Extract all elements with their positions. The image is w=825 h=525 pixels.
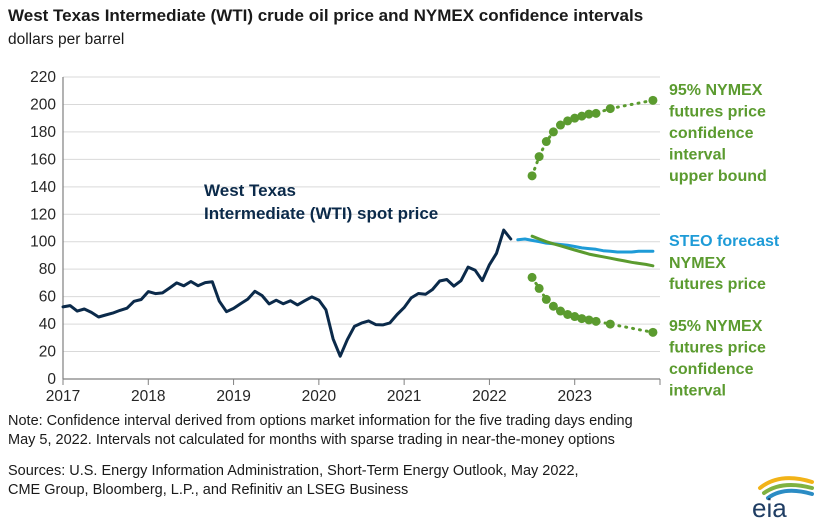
series-marker-4 xyxy=(577,314,587,324)
series-marker-4 xyxy=(570,312,580,322)
lower-bound-annotation: 95% NYMEX futures price confidence interval xyxy=(669,318,766,400)
x-tick-label: 2019 xyxy=(216,388,250,405)
series-marker-4 xyxy=(605,319,615,329)
series-marker-4 xyxy=(648,327,658,337)
y-tick-label: 140 xyxy=(30,179,56,196)
y-tick-label: 220 xyxy=(30,69,56,86)
upper-bound-annotation: 95% NYMEX futures price confidence interval… xyxy=(669,82,767,185)
chart-plot: 0 20 40 60 80 100 120 140 160 180 200 220 2017 2018 20… xyxy=(30,69,780,405)
series-marker-3 xyxy=(548,127,558,137)
y-tick-label: 80 xyxy=(39,261,57,278)
nymex-annotation-line: NYMEX xyxy=(669,255,726,272)
series-marker-4 xyxy=(584,315,594,325)
nymex-annotation: NYMEX futures price xyxy=(669,255,766,293)
chart-sources: Sources: U.S. Energy Information Adminis… xyxy=(8,462,708,500)
lower-bound-annotation-line: confidence xyxy=(669,361,754,378)
chart-subtitle: dollars per barrel xyxy=(8,31,125,48)
upper-bound-annotation-line: upper bound xyxy=(669,168,767,185)
note-line-1: Note: Confidence interval derived from o… xyxy=(8,413,633,429)
nymex-annotation-line: futures price xyxy=(669,276,766,293)
series-marker-3 xyxy=(570,113,580,123)
series-marker-3 xyxy=(577,111,587,121)
y-tick-label: 20 xyxy=(39,344,57,361)
upper-bound-annotation-line: interval xyxy=(669,147,726,164)
series-marker-3 xyxy=(527,171,537,181)
x-tick-label: 2017 xyxy=(46,388,80,405)
upper-bound-annotation-line: futures price xyxy=(669,104,766,121)
wti-annotation: West Texas Intermediate (WTI) spot price xyxy=(204,181,438,223)
sources-line-2: CME Group, Bloomberg, L.P., and Refiniti… xyxy=(8,482,409,498)
y-tick-label: 0 xyxy=(47,371,56,388)
x-tick-label: 2023 xyxy=(557,388,591,405)
chart-title: West Texas Intermediate (WTI) crude oil … xyxy=(8,6,644,25)
y-tick-label: 40 xyxy=(39,316,57,333)
series-marker-3 xyxy=(605,104,615,114)
series-marker-3 xyxy=(541,137,551,147)
x-tick-label: 2020 xyxy=(302,388,337,405)
chart-note: Note: Confidence interval derived from o… xyxy=(8,412,748,450)
y-tick-label: 160 xyxy=(30,151,56,168)
series-marker-4 xyxy=(591,316,601,326)
steo-annotation: STEO forecast xyxy=(669,233,780,250)
series-marker-3 xyxy=(563,116,573,126)
upper-bound-annotation-line: confidence xyxy=(669,125,754,142)
series-line-0 xyxy=(61,228,513,358)
series-marker-4 xyxy=(541,294,551,304)
y-tick-label: 100 xyxy=(30,234,56,251)
y-tick-label: 180 xyxy=(30,124,56,141)
y-tick-label: 120 xyxy=(30,206,56,223)
lower-bound-annotation-line: interval xyxy=(669,383,726,400)
series-line-1 xyxy=(516,237,655,254)
wti-annotation-line: West Texas xyxy=(204,181,296,200)
upper-bound-annotation-line: 95% NYMEX xyxy=(669,82,763,99)
series-marker-3 xyxy=(591,108,601,118)
eia-logo: eia xyxy=(752,476,814,520)
series-marker-4 xyxy=(527,272,537,282)
series-marker-3 xyxy=(534,152,544,162)
x-tick-label: 2021 xyxy=(387,388,421,405)
steo-annotation-line: STEO forecast xyxy=(669,233,780,250)
series-marker-4 xyxy=(555,306,565,316)
series-marker-3 xyxy=(555,120,565,130)
series-marker-3 xyxy=(584,109,594,119)
lower-bound-annotation-line: 95% NYMEX xyxy=(669,318,763,335)
y-tick-label: 60 xyxy=(39,289,57,306)
x-tick-label: 2022 xyxy=(472,388,506,405)
eia-logo-text: eia xyxy=(752,493,787,520)
series-marker-3 xyxy=(648,95,658,105)
lower-bound-annotation-line: futures price xyxy=(669,340,766,357)
x-tick-label: 2018 xyxy=(131,388,165,405)
series-line-2 xyxy=(530,234,655,268)
series-marker-4 xyxy=(534,283,544,293)
sources-line-1: Sources: U.S. Energy Information Adminis… xyxy=(8,463,579,479)
y-tick-label: 200 xyxy=(30,96,56,113)
series-marker-4 xyxy=(563,309,573,319)
wti-annotation-line: Intermediate (WTI) spot price xyxy=(204,204,438,223)
series-marker-4 xyxy=(548,301,558,311)
note-line-2: May 5, 2022. Intervals not calculated fo… xyxy=(8,432,615,448)
